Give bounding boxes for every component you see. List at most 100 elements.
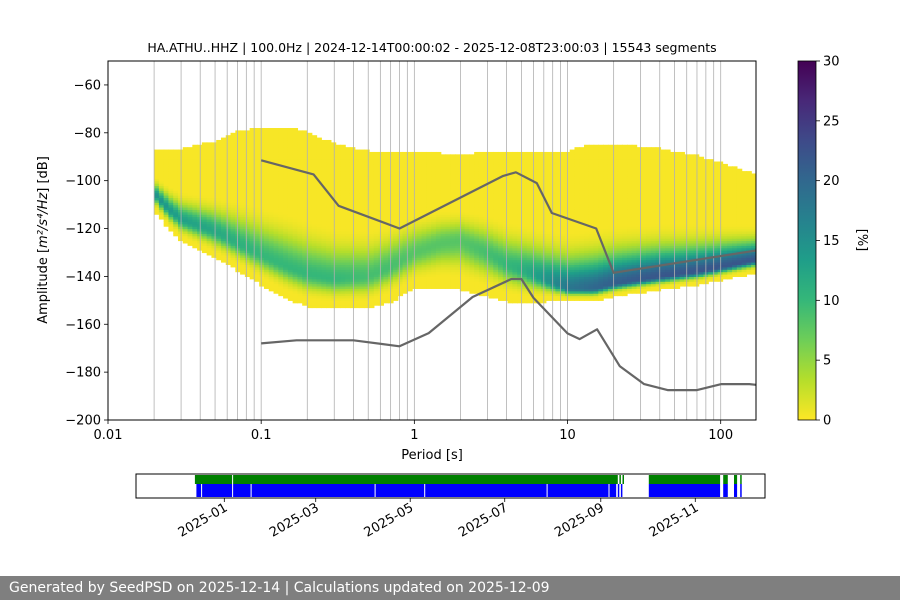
heatmap-cell <box>521 259 528 263</box>
heatmap-cell <box>216 166 222 170</box>
heatmap-cell <box>440 173 447 177</box>
heatmap-cell <box>359 290 365 294</box>
heatmap-cell <box>292 266 299 270</box>
heatmap-cell <box>531 156 537 160</box>
heatmap-cell <box>154 209 160 213</box>
heatmap-cell <box>426 240 432 244</box>
heatmap-cell <box>369 245 375 249</box>
heatmap-cell <box>450 254 456 258</box>
heatmap-cell <box>521 288 528 292</box>
heatmap-cell <box>550 293 556 297</box>
heatmap-cell <box>378 195 384 199</box>
heatmap-cell <box>474 259 480 263</box>
heatmap-cell <box>474 154 480 158</box>
heatmap-cell <box>273 159 279 163</box>
heatmap-cell <box>402 264 408 268</box>
heatmap-cell <box>450 209 456 213</box>
heatmap-cell <box>383 192 389 196</box>
heatmap-cell <box>507 257 513 261</box>
heatmap-cell <box>220 230 227 234</box>
heatmap-cell <box>254 147 260 151</box>
heatmap-cell <box>158 154 165 158</box>
heatmap-cell <box>521 264 528 268</box>
heatmap-cell <box>555 276 561 280</box>
heatmap-cell <box>354 305 361 309</box>
heatmap-cell <box>469 223 475 227</box>
heatmap-cell <box>216 163 222 167</box>
heatmap-cell <box>364 266 370 270</box>
heatmap-cell <box>369 154 375 158</box>
heatmap-cell <box>354 233 361 237</box>
heatmap-cell <box>187 185 193 189</box>
heatmap-cell <box>397 161 404 165</box>
heatmap-cell <box>240 252 246 256</box>
heatmap-cell <box>526 216 533 220</box>
heatmap-cell <box>240 154 246 158</box>
heatmap-cell <box>249 154 256 158</box>
heatmap-cell <box>526 204 533 208</box>
heatmap-cell <box>359 171 365 175</box>
heatmap-cell <box>201 190 208 194</box>
heatmap-cell <box>244 214 251 218</box>
heatmap-cell <box>240 139 246 143</box>
heatmap-cell <box>445 285 451 289</box>
heatmap-cell <box>402 228 408 232</box>
heatmap-cell <box>416 266 423 270</box>
heatmap-cell <box>517 171 523 175</box>
heatmap-cell <box>273 274 279 277</box>
heatmap-cell <box>464 281 470 285</box>
heatmap-cell <box>555 297 561 301</box>
heatmap-cell <box>177 192 184 196</box>
heatmap-cell <box>459 233 466 237</box>
heatmap-cell <box>349 266 356 270</box>
heatmap-cell <box>268 156 275 160</box>
heatmap-cell <box>345 192 351 196</box>
heatmap-cell <box>321 168 327 172</box>
heatmap-cell <box>254 252 260 256</box>
heatmap-cell <box>201 216 208 220</box>
heatmap-cell <box>268 269 275 273</box>
heatmap-cell <box>478 283 485 287</box>
heatmap-cell <box>531 247 537 251</box>
heatmap-cell <box>364 161 370 165</box>
heatmap-cell <box>521 161 528 165</box>
heatmap-cell <box>364 305 370 309</box>
heatmap-cell <box>292 190 299 194</box>
heatmap-cell <box>507 264 513 268</box>
heatmap-cell <box>263 218 270 222</box>
heatmap-cell <box>278 195 284 199</box>
heatmap-cell <box>216 147 222 151</box>
heatmap-cell <box>197 171 203 175</box>
heatmap-cell <box>273 221 279 225</box>
heatmap-cell <box>526 218 533 222</box>
heatmap-cell <box>254 130 260 134</box>
heatmap-cell <box>292 151 299 155</box>
heatmap-cell <box>206 216 213 220</box>
heatmap-cell <box>383 252 389 256</box>
heatmap-cell <box>474 283 480 287</box>
heatmap-cell <box>321 259 327 263</box>
heatmap-cell <box>435 259 442 263</box>
heatmap-cell <box>364 278 370 282</box>
heatmap-cell <box>311 281 318 285</box>
heatmap-cell <box>407 288 413 292</box>
heatmap-cell <box>373 238 380 242</box>
heatmap-cell <box>383 269 389 273</box>
heatmap-cell <box>302 197 308 201</box>
heatmap-cell <box>292 130 299 134</box>
heatmap-cell <box>440 161 447 165</box>
heatmap-cell <box>373 202 380 206</box>
heatmap-cell <box>526 293 533 297</box>
heatmap-cell <box>397 156 404 160</box>
heatmap-cell <box>211 247 217 251</box>
heatmap-cell <box>483 252 490 256</box>
heatmap-cell <box>431 195 437 199</box>
heatmap-cell <box>517 290 523 294</box>
heatmap-cell <box>345 175 351 179</box>
heatmap-cell <box>158 180 165 184</box>
heatmap-cell <box>182 235 189 239</box>
heatmap-cell <box>240 197 246 201</box>
heatmap-cell <box>364 254 370 258</box>
heatmap-cell <box>550 214 556 218</box>
heatmap-cell <box>220 154 227 158</box>
